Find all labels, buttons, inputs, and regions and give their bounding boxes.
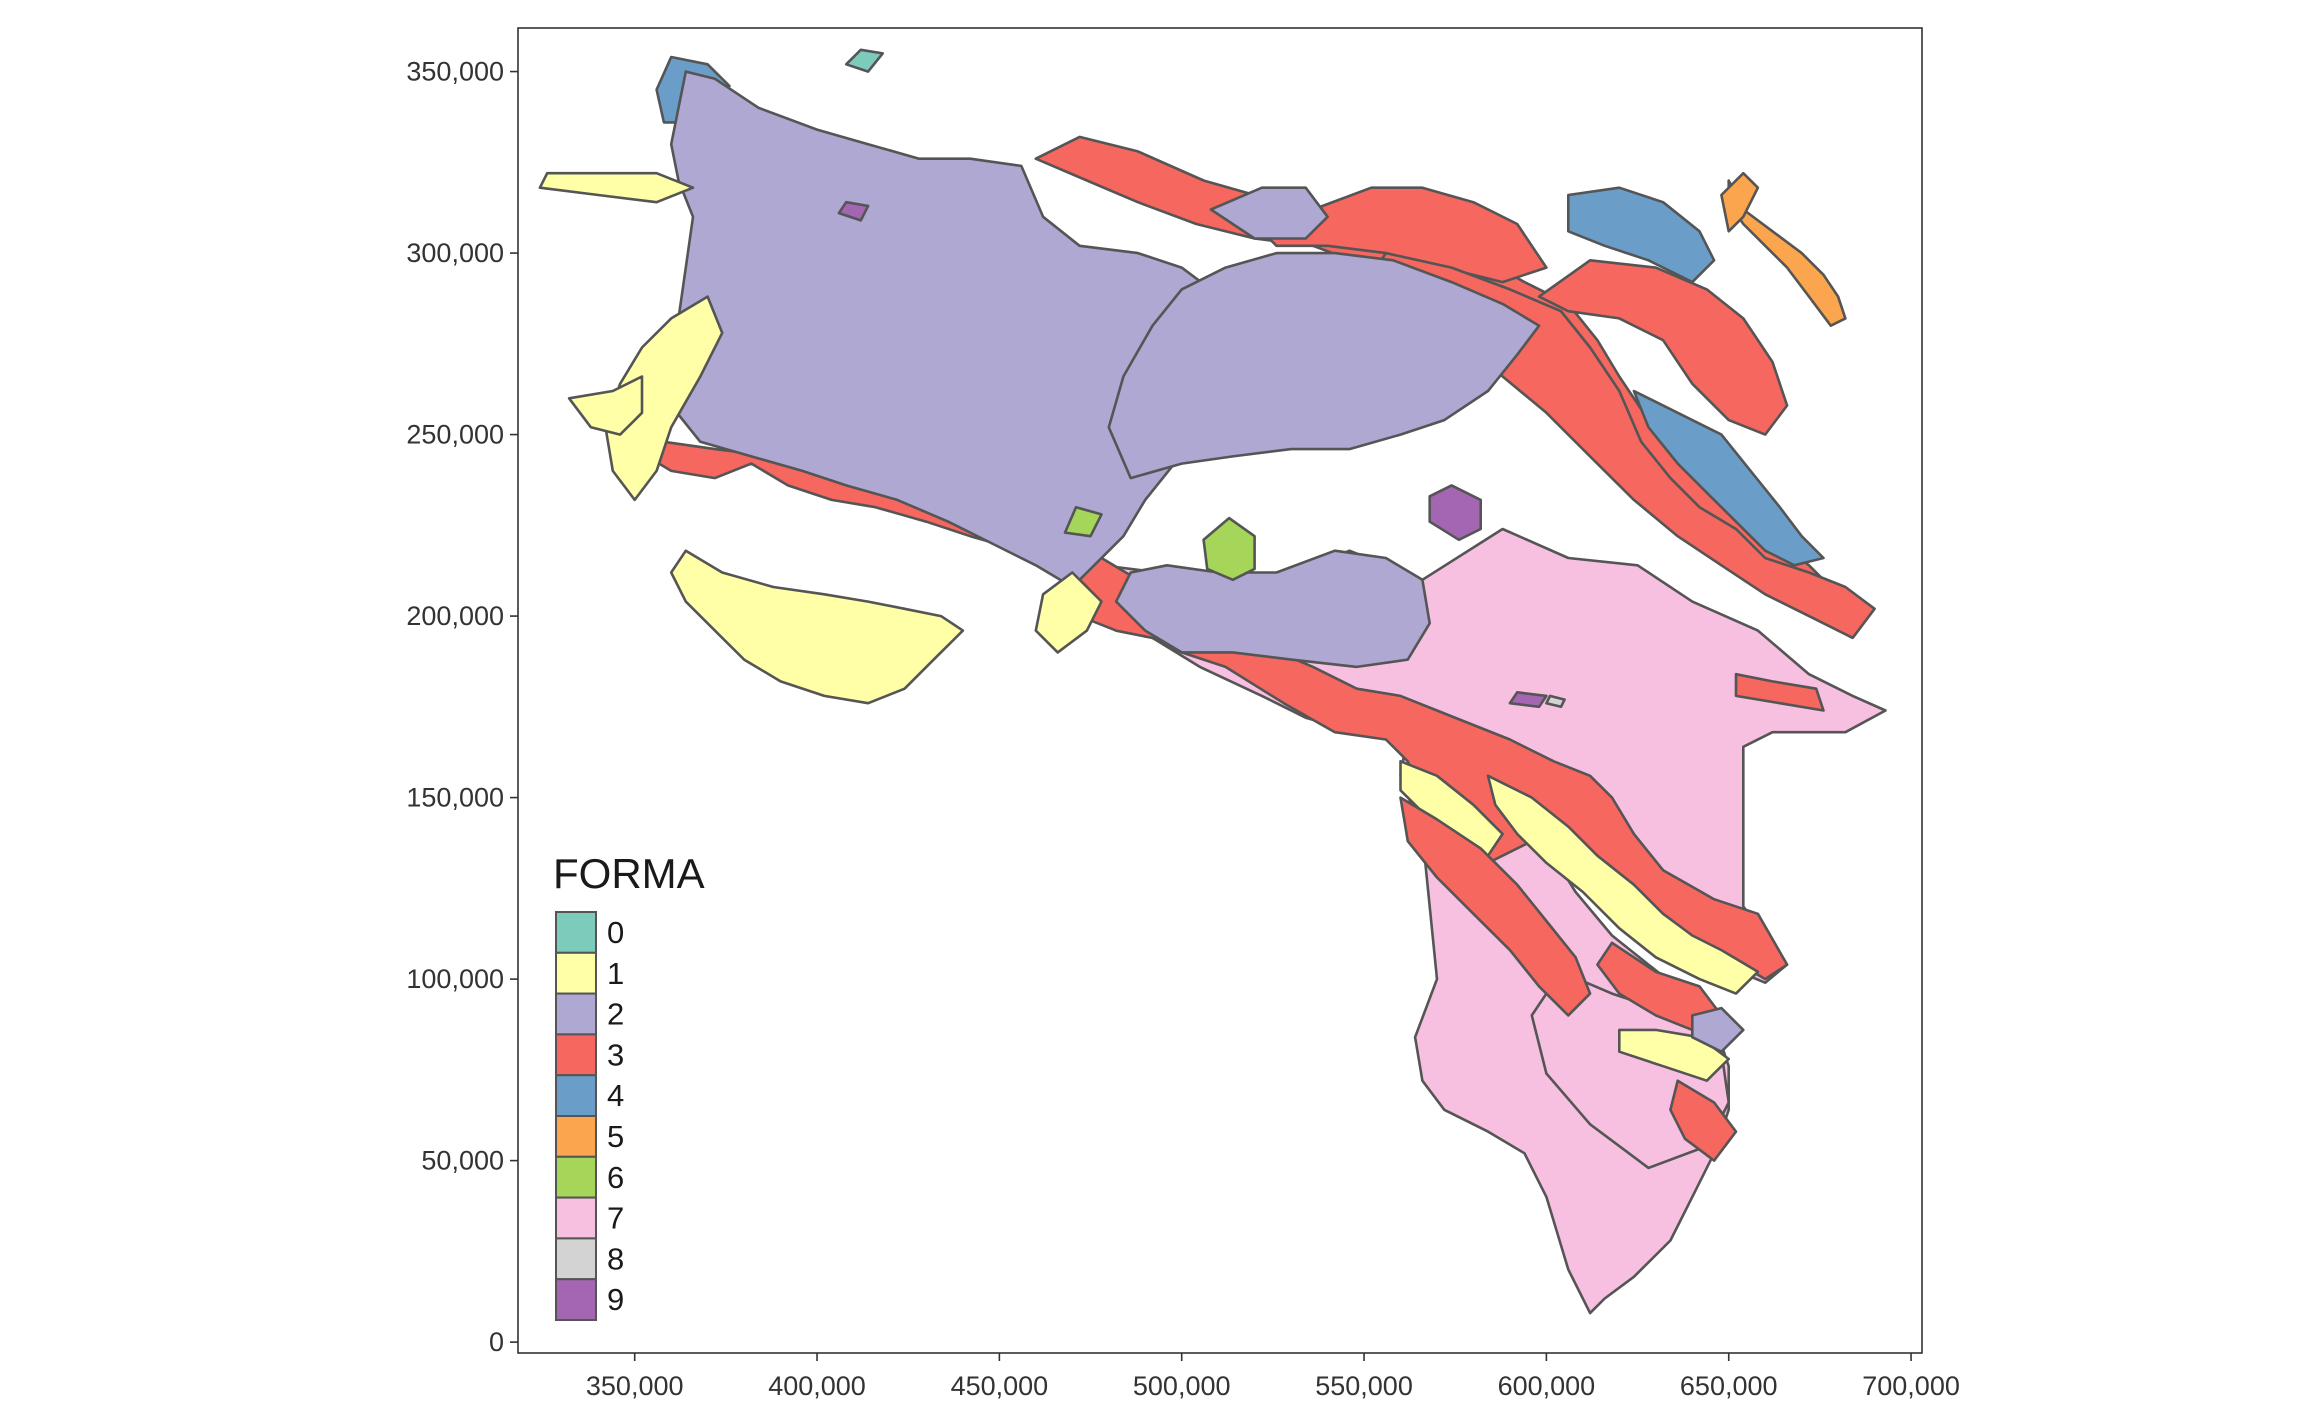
legend-item-6: 6	[555, 1155, 624, 1199]
legend-item-5: 5	[555, 1115, 624, 1158]
x-tick-label: 700,000	[1862, 1371, 1960, 1401]
y-tick-label: 100,000	[406, 964, 504, 994]
legend-swatch	[555, 1237, 597, 1281]
x-tick-label: 500,000	[1133, 1371, 1231, 1401]
map-region-forma-1	[604, 295, 724, 502]
legend-item-1: 1	[555, 951, 624, 995]
legend-swatch	[555, 1155, 597, 1199]
y-tick-label: 0	[489, 1327, 504, 1357]
legend-item-3: 3	[555, 1033, 624, 1077]
map-region-forma-5	[1720, 171, 1760, 233]
map-region-forma-0	[844, 48, 885, 73]
x-tick-label: 350,000	[586, 1371, 684, 1401]
legend-item-7: 7	[555, 1196, 624, 1240]
map-region-forma-1	[538, 171, 695, 204]
map-region-forma-9	[837, 200, 870, 222]
map-regions	[538, 48, 1887, 1315]
legend-swatch	[555, 1115, 597, 1158]
legend-label: 2	[607, 997, 624, 1032]
map-region-forma-9	[1508, 690, 1548, 709]
legend-item-8: 8	[555, 1237, 624, 1281]
x-tick-label: 400,000	[768, 1371, 866, 1401]
legend-swatch	[555, 1278, 597, 1321]
legend-swatch	[555, 1033, 597, 1077]
legend-item-4: 4	[555, 1074, 624, 1117]
legend-label: 7	[607, 1201, 624, 1236]
legend-label: 3	[607, 1037, 624, 1072]
legend-label: 0	[607, 915, 624, 950]
y-tick-label: 50,000	[421, 1146, 504, 1176]
plot-panel-border	[517, 27, 1923, 1354]
x-tick-label: 650,000	[1680, 1371, 1778, 1401]
legend-label: 9	[607, 1282, 624, 1317]
x-tick-label: 450,000	[951, 1371, 1049, 1401]
x-tick-label: 550,000	[1315, 1371, 1413, 1401]
legend-swatch	[555, 992, 597, 1036]
map-region-forma-5	[1727, 179, 1847, 328]
map-region-forma-1	[1034, 571, 1103, 654]
legend-item-2: 2	[555, 992, 624, 1036]
map-region-forma-4	[1567, 186, 1716, 284]
legend-label: 5	[607, 1119, 624, 1154]
map-region-forma-3	[1537, 258, 1789, 436]
map-region-forma-1	[567, 375, 644, 436]
legend-items: 0 1 2 3 4 5 6 7 8 9	[555, 911, 624, 1321]
legend-swatch	[555, 1074, 597, 1117]
map-region-forma-4	[1632, 389, 1825, 567]
map-region-forma-2	[1691, 1006, 1745, 1053]
legend-item-0: 0	[555, 911, 624, 954]
map-region-forma-6	[1202, 516, 1256, 582]
map-region-forma-1	[1486, 774, 1760, 995]
y-tick-label: 250,000	[406, 420, 504, 450]
map-region-forma-1	[669, 549, 965, 705]
legend-label: 6	[607, 1160, 624, 1195]
map-region-forma-3	[1734, 672, 1825, 712]
map-region-forma-3	[1669, 1079, 1738, 1162]
legend-label: 4	[607, 1078, 624, 1113]
y-tick-label: 300,000	[406, 238, 504, 268]
map-region-forma-2	[1209, 186, 1329, 240]
x-axis: 350,000 400,000 450,000 500,000 550,000 600,0…	[586, 1353, 1960, 1401]
legend-label: 1	[607, 956, 624, 991]
legend-swatch	[555, 951, 597, 995]
legend-label: 8	[607, 1241, 624, 1276]
map-region-forma-3	[1399, 796, 1592, 1017]
legend-swatch	[555, 911, 597, 954]
y-tick-label: 200,000	[406, 601, 504, 631]
map-region-forma-2	[1107, 251, 1541, 480]
map-region-forma-2	[1114, 549, 1431, 669]
y-tick-label: 350,000	[406, 57, 504, 87]
x-tick-label: 600,000	[1498, 1371, 1596, 1401]
map-region-forma-9	[1428, 484, 1482, 542]
legend: FORMA 0 1 2 3 4 5 6 7 8 9	[553, 850, 705, 1321]
legend-item-9: 9	[555, 1278, 624, 1321]
map-region-forma-3	[1253, 186, 1548, 284]
legend-swatch	[555, 1196, 597, 1240]
map-region-forma-8	[1545, 694, 1566, 709]
y-tick-label: 150,000	[406, 783, 504, 813]
map-region-forma-6	[1063, 505, 1103, 538]
legend-title: FORMA	[553, 850, 705, 897]
y-axis: 0 50,000 100,000 150,000 200,000 250,000 300,0…	[406, 57, 518, 1357]
